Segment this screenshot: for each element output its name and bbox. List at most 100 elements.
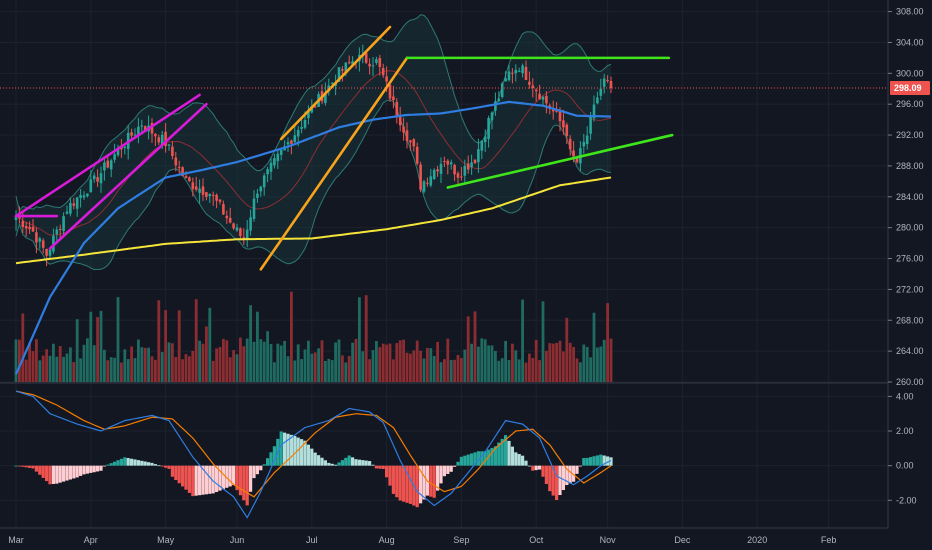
macd-histogram-bar bbox=[51, 465, 55, 484]
macd-histogram-bar bbox=[565, 465, 569, 486]
volume-bar bbox=[500, 358, 504, 382]
volume-bar bbox=[89, 311, 93, 382]
macd-histogram-bar bbox=[330, 463, 334, 466]
volume-bar bbox=[174, 357, 178, 382]
macd-histogram-bar bbox=[296, 437, 300, 466]
macd-histogram-bar bbox=[293, 435, 297, 466]
candle-body bbox=[385, 76, 388, 82]
volume-bar bbox=[568, 342, 572, 382]
macd-histogram-bar bbox=[269, 452, 273, 466]
candle-body bbox=[154, 133, 157, 137]
volume-bar bbox=[388, 343, 392, 382]
macd-histogram-bar bbox=[419, 465, 423, 504]
volume-bar bbox=[402, 339, 405, 382]
macd-histogram-bar bbox=[143, 461, 147, 466]
candle-body bbox=[140, 125, 144, 127]
candle-body bbox=[99, 173, 103, 184]
candle-body bbox=[545, 95, 548, 104]
volume-bar bbox=[517, 359, 521, 382]
macd-histogram-bar bbox=[119, 458, 123, 466]
volume-bar bbox=[69, 347, 72, 382]
volume-bar bbox=[317, 348, 320, 382]
macd-histogram-bar bbox=[313, 452, 317, 466]
volume-bar bbox=[218, 347, 222, 382]
candle-body bbox=[582, 141, 586, 147]
macd-histogram-bar bbox=[286, 433, 290, 466]
volume-bar bbox=[392, 359, 395, 382]
volume-bar bbox=[215, 348, 218, 382]
candle-body bbox=[473, 159, 477, 164]
macd-histogram-bar bbox=[89, 465, 93, 473]
candle-body bbox=[422, 181, 426, 192]
candle-body bbox=[279, 150, 283, 155]
macd-histogram-bar bbox=[65, 465, 69, 481]
volume-bar bbox=[126, 359, 130, 382]
volume-bar bbox=[143, 347, 147, 382]
candle-body bbox=[150, 122, 154, 134]
volume-bar bbox=[296, 344, 300, 382]
candle-body bbox=[96, 177, 99, 182]
macd-histogram-bar bbox=[371, 464, 375, 466]
volume-bar bbox=[208, 307, 212, 382]
volume-bar bbox=[443, 359, 446, 382]
candle-body bbox=[245, 229, 249, 240]
macd-histogram-bar bbox=[551, 465, 555, 496]
volume-bar bbox=[259, 339, 263, 382]
volume-bar bbox=[198, 340, 201, 382]
macd-histogram-bar bbox=[147, 462, 151, 466]
macd-histogram-bar bbox=[41, 465, 45, 478]
candle-body bbox=[92, 175, 96, 180]
volume-bar bbox=[58, 346, 62, 382]
candle-body bbox=[14, 216, 18, 221]
volume-bar bbox=[364, 295, 368, 382]
volume-bar bbox=[596, 347, 599, 382]
volume-bar bbox=[79, 358, 82, 382]
macd-histogram-bar bbox=[211, 465, 215, 494]
volume-bar bbox=[211, 360, 215, 382]
candle-body bbox=[439, 163, 443, 174]
candle-body bbox=[517, 70, 521, 72]
macd-histogram-bar bbox=[568, 465, 572, 484]
candle-body bbox=[402, 126, 405, 133]
grid-lines bbox=[0, 0, 888, 528]
macd-histogram-bar bbox=[170, 465, 174, 477]
macd-histogram-bar bbox=[266, 458, 270, 466]
macd-histogram-bar bbox=[582, 458, 586, 466]
macd-histogram-bar bbox=[334, 464, 338, 466]
macd-histogram-bar bbox=[235, 465, 239, 491]
volume-bar bbox=[446, 338, 450, 382]
macd-histogram-bar bbox=[194, 465, 198, 496]
orange-channel-upper bbox=[279, 25, 392, 141]
volume-bar bbox=[344, 362, 348, 382]
macd-histogram-bar bbox=[58, 465, 62, 483]
candle-body bbox=[269, 162, 273, 172]
candle-body bbox=[531, 85, 535, 88]
volume-bar bbox=[232, 350, 235, 382]
macd-histogram-bar bbox=[99, 465, 103, 471]
macd-histogram-bar bbox=[187, 465, 191, 493]
volume-bar bbox=[354, 338, 358, 382]
volume-bar bbox=[545, 350, 548, 382]
macd-histogram-bar bbox=[34, 465, 38, 472]
candle-body bbox=[35, 232, 38, 243]
volume-bar bbox=[279, 345, 283, 382]
last-price-tag bbox=[890, 81, 930, 96]
macd-histogram-bar bbox=[405, 465, 409, 503]
macd-histogram-bar bbox=[504, 435, 508, 466]
volume-bar bbox=[62, 356, 65, 382]
volume-bar bbox=[303, 349, 307, 382]
macd-histogram-bar bbox=[354, 459, 358, 466]
macd-histogram-bar bbox=[252, 465, 256, 479]
macd-histogram-bar bbox=[228, 465, 232, 487]
volume-bar bbox=[609, 338, 613, 382]
candle-body bbox=[21, 221, 25, 228]
volume-bar bbox=[140, 347, 144, 382]
macd-histogram-bar bbox=[534, 465, 538, 471]
volume-bar bbox=[137, 339, 140, 382]
volume-bar bbox=[14, 339, 18, 382]
macd-histogram-bar bbox=[578, 465, 582, 467]
candle-body bbox=[419, 164, 422, 190]
macd-histogram-bar bbox=[249, 465, 253, 492]
candle-body bbox=[290, 140, 293, 144]
volume-bar bbox=[55, 356, 59, 382]
